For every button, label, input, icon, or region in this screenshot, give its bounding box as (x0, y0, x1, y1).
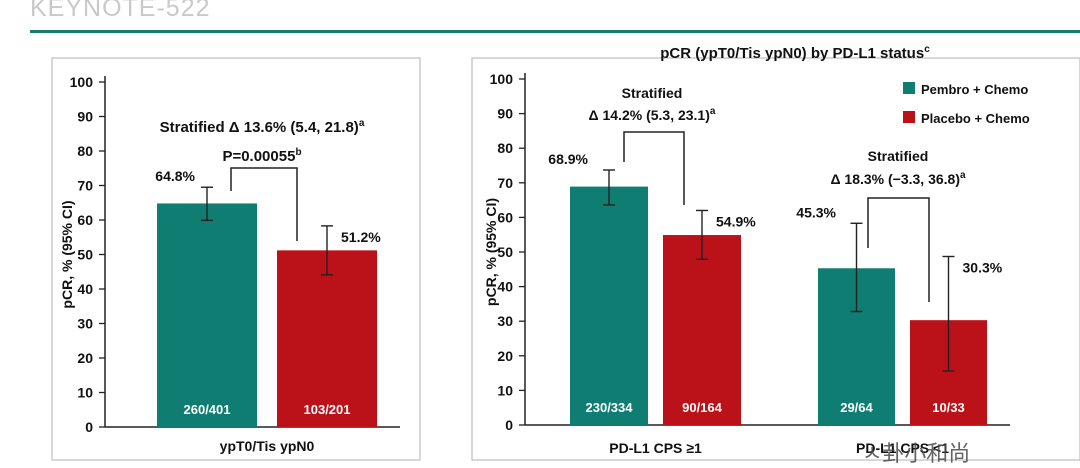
annotation-text: Stratified (622, 85, 683, 101)
annotation-text: Δ 18.3% (−3.3, 36.8)a (830, 170, 966, 187)
y-tick-label: 10 (497, 382, 513, 398)
data-label: 64.8% (155, 168, 195, 184)
x-tick-label: ypT0/Tis ypN0 (220, 438, 315, 454)
y-tick-label: 0 (85, 419, 93, 435)
y-tick-label: 90 (77, 109, 93, 125)
data-label: 45.3% (796, 204, 836, 220)
y-tick-label: 70 (497, 175, 513, 191)
y-tick-label: 90 (497, 106, 513, 122)
comparison-bracket (867, 197, 930, 302)
x-tick-label: PD-L1 CPS <1 (856, 440, 949, 456)
header-divider (30, 30, 1080, 33)
legend-label: Pembro + Chemo (921, 82, 1028, 97)
y-tick-label: 50 (497, 244, 513, 260)
n-label: 90/164 (682, 400, 723, 415)
data-label: 30.3% (963, 259, 1003, 275)
bar (277, 250, 377, 427)
x-tick-label: PD-L1 CPS ≥1 (609, 440, 702, 456)
y-tick-label: 100 (490, 71, 514, 87)
n-label: 103/201 (304, 402, 351, 417)
y-axis-label: pCR, % (95% CI) (59, 200, 75, 308)
y-tick-label: 40 (77, 281, 93, 297)
annotation-text: Δ 14.2% (5.3, 23.1)a (589, 106, 716, 123)
y-tick-label: 30 (77, 316, 93, 332)
y-axis-label: pCR, % (95% CI) (483, 198, 499, 306)
n-label: 10/33 (932, 400, 965, 415)
y-tick-label: 10 (77, 385, 93, 401)
page-title: KEYNOTE-522 (30, 0, 211, 22)
y-tick-label: 100 (70, 74, 94, 90)
data-label: 54.9% (716, 213, 756, 229)
bar (157, 203, 257, 427)
y-tick-label: 0 (505, 417, 513, 433)
y-tick-label: 80 (497, 140, 513, 156)
chart-panel-1: 0 10 20 30 40 50 60 70 80 90 100 pCR, % (95% CI) 64.… (51, 57, 421, 461)
comparison-bracket (623, 131, 685, 205)
chart-panel-2: 0 10 20 30 40 50 60 70 80 90 100 pCR, % (95% CI) 68.… (471, 57, 1080, 461)
y-tick-label: 30 (497, 313, 513, 329)
annotation-text: P=0.00055b (222, 147, 301, 165)
y-tick-label: 60 (497, 209, 513, 225)
n-label: 260/401 (184, 402, 231, 417)
y-tick-label: 20 (77, 350, 93, 366)
bar (663, 235, 741, 425)
data-label: 68.9% (548, 151, 588, 167)
legend-swatch (903, 111, 915, 123)
legend-swatch (903, 82, 915, 94)
annotation-text: Stratified Δ 13.6% (5.4, 21.8)a (160, 118, 365, 136)
annotation-text: Stratified (868, 148, 929, 164)
data-label: 51.2% (341, 229, 381, 245)
y-tick-label: 80 (77, 143, 93, 159)
comparison-bracket (230, 167, 298, 241)
panel-border (51, 57, 421, 461)
y-tick-label: 20 (497, 348, 513, 364)
y-tick-label: 60 (77, 212, 93, 228)
bar (570, 186, 648, 425)
y-tick-label: 70 (77, 178, 93, 194)
n-label: 230/334 (586, 400, 634, 415)
watermark-text: ㅅ卦小和尚 (862, 442, 971, 467)
y-tick-label: 40 (497, 279, 513, 295)
y-tick-label: 50 (77, 247, 93, 263)
panel-border (471, 57, 1080, 461)
n-label: 29/64 (840, 400, 873, 415)
legend-label: Placebo + Chemo (921, 111, 1030, 126)
chart-title: pCR (ypT0/Tis ypN0) by PD-L1 statusc (660, 44, 930, 62)
